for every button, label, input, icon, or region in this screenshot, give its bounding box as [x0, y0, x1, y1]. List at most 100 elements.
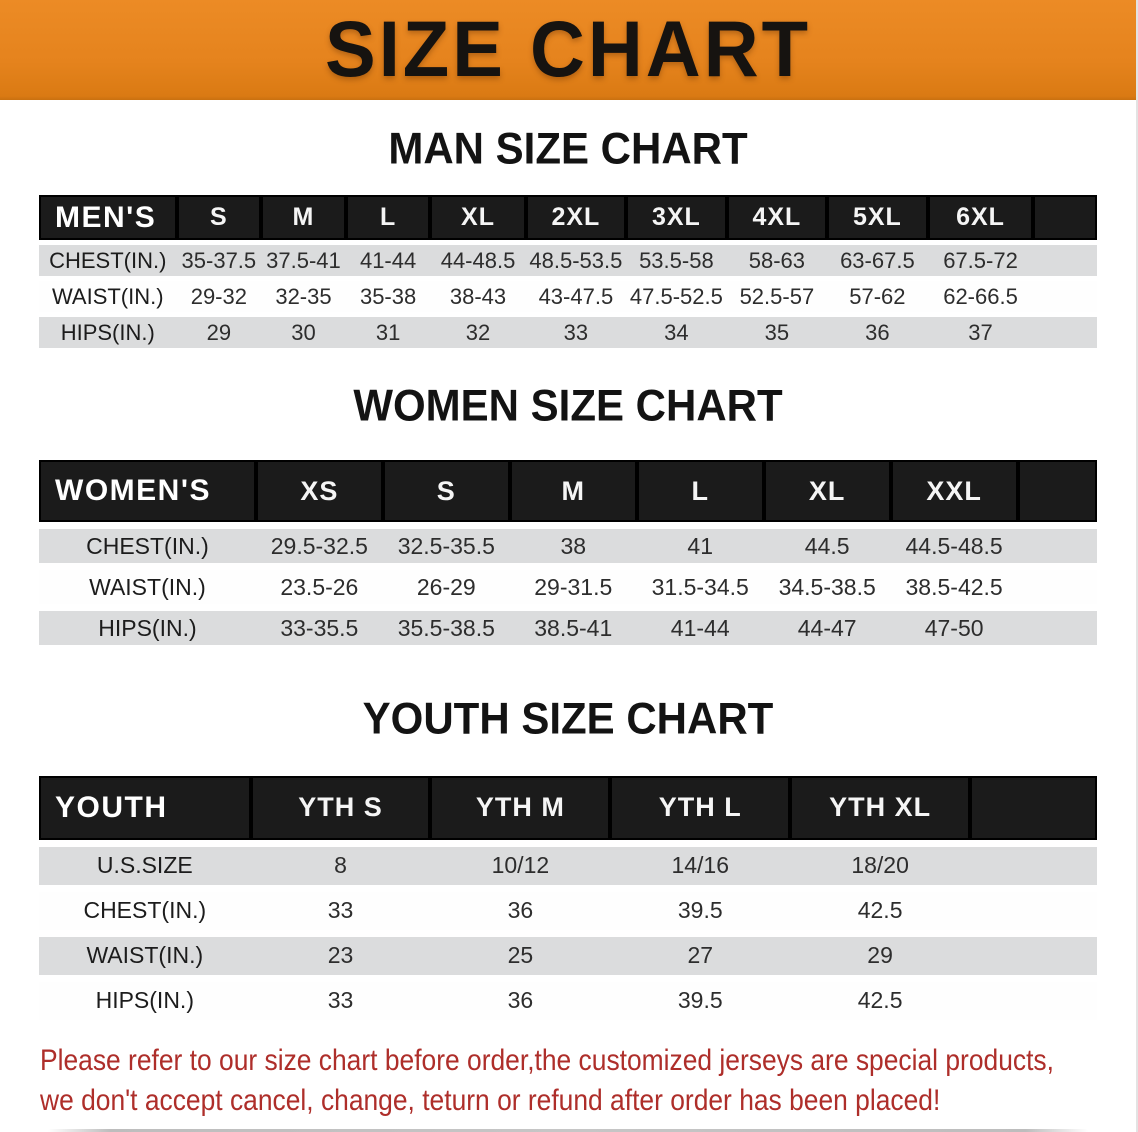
women-chest-in-xl: 44.5 [804, 532, 850, 559]
women-hips-in-xl: 44-47 [797, 614, 857, 641]
youth-row-waist-in: WAIST(IN.) 23 25 27 29 [39, 936, 1097, 975]
men-hips-in-6xl: 37 [968, 319, 993, 345]
women-row-label-waist-in: WAIST(IN.) [89, 573, 206, 600]
men-chest-in-s: 35-37.5 [181, 247, 257, 273]
men-waist-in-l: 35-38 [359, 283, 417, 309]
youth-row-u-s-size: U.S.SIZE 8 10/12 14/16 18/20 [39, 846, 1097, 885]
men-hips-in-5xl: 36 [865, 319, 890, 345]
youth-row-label-waist-in: WAIST(IN.) [86, 942, 204, 969]
youth-hips-in-yth-xl: 42.5 [857, 987, 903, 1014]
youth-row-label-chest-in: CHEST(IN.) [83, 897, 207, 924]
men-chest-in-m: 37.5-41 [266, 247, 341, 273]
men-col-2xl: 2XL [526, 195, 627, 240]
women-row-spacer-2 [1018, 611, 1097, 645]
youth-header-spacer [970, 776, 1097, 840]
men-row-spacer-2 [1033, 317, 1097, 348]
men-waist-in-s: 29-32 [190, 283, 247, 309]
men-chest-in-5xl: 63-67.5 [840, 247, 915, 273]
youth-size-table: YOUTH YTH S YTH M YTH L YTH XL U.S.SIZE 8 10/12… [39, 769, 1097, 1027]
men-row-spacer-0 [1033, 245, 1097, 276]
men-header-row: MEN'S S M L XL 2XL 3XL 4XL 5XL 6XL [39, 195, 1097, 241]
disclaimer: Please refer to our size chart before or… [0, 1041, 1136, 1121]
men-row-waist-in: WAIST(IN.) 29-32 32-35 35-38 38-43 43-47.5 47.… [39, 281, 1097, 313]
youth-hips-in-yth-l: 39.5 [677, 987, 723, 1014]
men-row-chest-in: CHEST(IN.) 35-37.5 37.5-41 41-44 44-48.5 48.5… [39, 245, 1097, 277]
men-hips-in-2xl: 33 [563, 319, 589, 345]
youth-chest-in-yth-l: 39.5 [677, 897, 723, 924]
women-row-waist-in: WAIST(IN.) 23.5-26 26-29 29-31.5 31.5-34.5 34… [39, 570, 1097, 605]
men-col-3xl: 3XL [626, 195, 727, 240]
men-hips-in-4xl: 35 [764, 319, 790, 345]
women-col-xs: XS [256, 460, 383, 522]
banner-title: SIZE CHART [325, 5, 811, 94]
heading-man-size-chart: MAN SIZE CHART [388, 123, 748, 174]
women-waist-in-l: 31.5-34.5 [651, 573, 749, 600]
women-col-l: L [637, 460, 764, 522]
women-row-spacer-0 [1018, 529, 1097, 563]
men-waist-in-xl: 38-43 [449, 283, 507, 309]
women-waist-in-s: 26-29 [416, 573, 476, 600]
men-col-5xl: 5XL [827, 195, 928, 240]
bottom-edge-strip [48, 1128, 1088, 1132]
men-size-table: MEN'S S M L XL 2XL 3XL 4XL 5XL 6XL CHEST(IN.) 35-37… [39, 190, 1097, 353]
youth-row-spacer-0 [970, 847, 1097, 885]
women-chest-in-xxl: 44.5-48.5 [905, 532, 1003, 559]
youth-waist-in-yth-l: 27 [687, 942, 714, 969]
youth-col-yth-xl: YTH XL [790, 776, 970, 840]
men-row-label-chest-in: CHEST(IN.) [49, 247, 167, 273]
section-men: MAN SIZE CHART MEN'S S M L XL 2XL 3XL 4XL 5XL 6XL… [0, 123, 1136, 353]
youth-waist-in-yth-xl: 29 [867, 942, 893, 969]
men-col-s: S [177, 195, 262, 240]
women-waist-in-xxl: 38.5-42.5 [905, 573, 1003, 600]
women-hips-in-xxl: 47-50 [924, 614, 984, 641]
men-chest-in-3xl: 53.5-58 [639, 247, 714, 273]
men-col-4xl: 4XL [727, 195, 828, 240]
men-hips-in-m: 30 [291, 319, 316, 345]
men-col-l: L [346, 195, 431, 240]
youth-row-label-hips-in: HIPS(IN.) [95, 987, 194, 1014]
women-chest-in-s: 32.5-35.5 [397, 532, 495, 559]
youth-row-spacer-1 [970, 892, 1097, 930]
men-chest-in-xl: 44-48.5 [440, 247, 516, 273]
youth-chest-in-yth-xl: 42.5 [857, 897, 903, 924]
women-col-xl: XL [764, 460, 891, 522]
heading-youth-size-chart: YOUTH SIZE CHART [362, 694, 774, 744]
women-row-label-chest-in: CHEST(IN.) [86, 532, 209, 559]
women-header-row: WOMEN'S XS S M L XL XXL [39, 460, 1097, 523]
heading-women-size-chart: WOMEN SIZE CHART [353, 380, 783, 431]
women-waist-in-m: 29-31.5 [534, 573, 613, 600]
men-hips-in-l: 31 [375, 319, 401, 345]
youth-u-s-size-yth-l: 14/16 [671, 852, 730, 879]
youth-waist-in-yth-m: 25 [507, 942, 534, 969]
women-hips-in-m: 38.5-41 [534, 614, 613, 641]
disclaimer-line-1: Please refer to our size chart before or… [40, 1043, 1054, 1077]
youth-u-s-size-yth-xl: 18/20 [851, 852, 909, 879]
youth-row-hips-in: HIPS(IN.) 33 36 39.5 42.5 [39, 981, 1097, 1020]
women-waist-in-xs: 23.5-26 [280, 573, 359, 600]
women-chest-in-l: 41 [687, 532, 713, 559]
men-col-m: M [261, 195, 346, 240]
youth-row-spacer-3 [970, 982, 1097, 1020]
women-row-label-hips-in: HIPS(IN.) [98, 614, 197, 641]
men-chest-in-2xl: 48.5-53.5 [529, 247, 623, 273]
men-hips-in-xl: 32 [465, 319, 491, 345]
women-col-xxl: XXL [891, 460, 1018, 522]
men-col-xl: XL [430, 195, 525, 240]
women-col-m: M [510, 460, 637, 522]
youth-col-yth-l: YTH L [610, 776, 790, 840]
men-waist-in-5xl: 57-62 [849, 283, 906, 309]
disclaimer-line-2: we don't accept cancel, change, teturn o… [40, 1083, 941, 1117]
men-row-label-waist-in: WAIST(IN.) [51, 283, 164, 309]
men-group-label: MEN'S [39, 195, 177, 240]
youth-hips-in-yth-m: 36 [507, 987, 534, 1014]
youth-header-row: YOUTH YTH S YTH M YTH L YTH XL [39, 775, 1097, 840]
women-hips-in-s: 35.5-38.5 [397, 614, 495, 641]
men-hips-in-3xl: 34 [664, 319, 689, 345]
youth-row-chest-in: CHEST(IN.) 33 36 39.5 42.5 [39, 891, 1097, 930]
men-waist-in-2xl: 43-47.5 [538, 283, 614, 309]
youth-hips-in-yth-s: 33 [327, 987, 354, 1014]
youth-row-spacer-2 [970, 937, 1097, 975]
women-hips-in-xs: 33-35.5 [280, 614, 359, 641]
men-waist-in-4xl: 52.5-57 [739, 283, 815, 309]
